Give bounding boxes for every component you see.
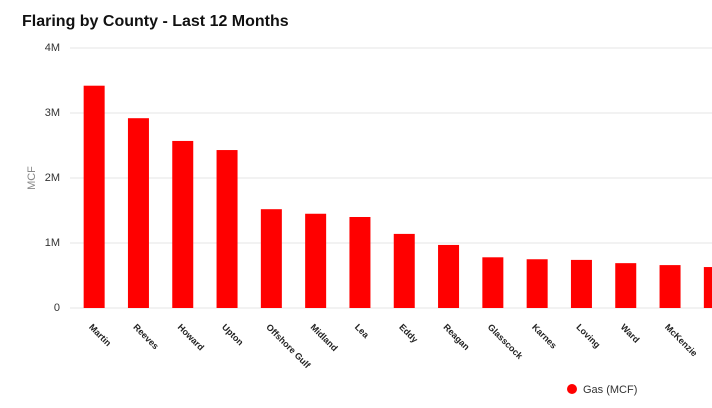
y-tick-label: 1M: [45, 237, 60, 249]
y-tick-label: 3M: [45, 107, 60, 119]
y-tick-label: 4M: [45, 42, 60, 54]
chart-title: Flaring by County - Last 12 Months: [22, 13, 289, 30]
bar: [83, 85, 105, 308]
x-tick-label: Lea: [353, 322, 372, 341]
x-tick-label: Karnes: [530, 322, 559, 351]
y-tick-label: 0: [54, 302, 60, 314]
bar: [526, 259, 548, 308]
bar: [703, 267, 712, 308]
x-tick-label: Reagan: [441, 322, 471, 352]
bar: [615, 263, 637, 308]
bar: [216, 150, 238, 308]
x-tick-label: McKenzie: [663, 322, 699, 358]
bar: [393, 233, 415, 308]
bar: [305, 213, 327, 308]
y-axis-label: MCF: [26, 166, 38, 190]
bar: [570, 259, 592, 308]
x-tick-label: Midland: [309, 322, 340, 353]
x-tick-label: Ward: [619, 322, 642, 345]
x-tick-label: Eddy: [397, 322, 420, 345]
bar: [482, 257, 504, 308]
x-tick-label: Offshore Gulf: [264, 322, 313, 371]
legend-swatch: [567, 384, 577, 394]
bar: [349, 217, 371, 308]
bar: [172, 140, 194, 308]
x-tick-label: Loving: [574, 322, 602, 350]
bar: [659, 265, 681, 308]
x-tick-label: Martin: [87, 322, 113, 348]
x-tick-label: Upton: [220, 322, 245, 347]
x-tick-label: Glasscock: [486, 322, 526, 362]
x-tick-label: Reeves: [131, 322, 160, 351]
y-tick-label: 2M: [45, 172, 60, 184]
x-tick-label: Howard: [176, 322, 206, 352]
bar: [260, 209, 282, 308]
bar: [438, 244, 460, 308]
bar: [127, 118, 149, 308]
legend-label: Gas (MCF): [583, 384, 637, 396]
